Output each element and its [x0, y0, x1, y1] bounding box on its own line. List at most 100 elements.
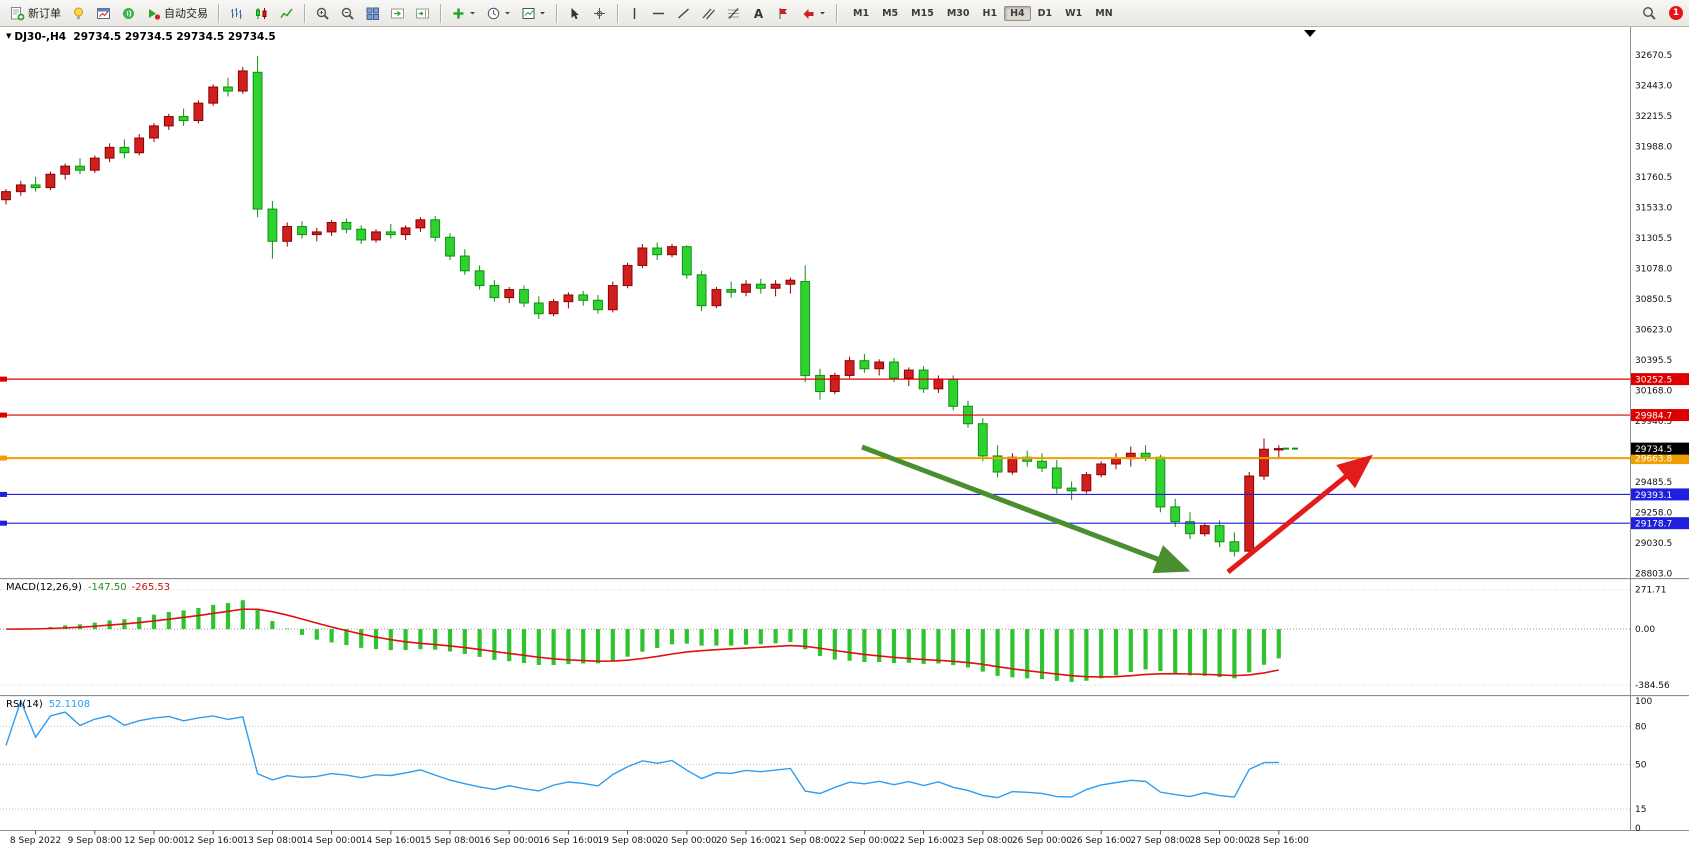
- tf-button-h4[interactable]: H4: [1004, 5, 1031, 21]
- tf-button-m5[interactable]: M5: [876, 6, 904, 21]
- candle: [385, 231, 396, 236]
- macd-name: MACD(12,26,9): [6, 582, 82, 593]
- vline-button[interactable]: [624, 3, 645, 24]
- broadcast-icon: [123, 7, 134, 19]
- candle: [1007, 456, 1018, 473]
- indicators-button[interactable]: [447, 3, 480, 24]
- crosshair-button[interactable]: [588, 3, 611, 24]
- line-chart-button[interactable]: [275, 3, 298, 24]
- price-tick-label: 29485.5: [1635, 478, 1672, 488]
- new-order-icon: [11, 6, 25, 20]
- candle: [445, 236, 455, 257]
- cursor-button[interactable]: [563, 3, 586, 24]
- candle: [696, 274, 707, 307]
- candle: [89, 157, 100, 171]
- candle: [1, 191, 11, 201]
- candle: [593, 299, 603, 311]
- chart-canvas[interactable]: 32670.5 32443.0 32215.5 31988.0 31760.5 31533…: [0, 27, 1689, 855]
- price-tick-label: 29940.5: [1635, 417, 1672, 427]
- tf-button-mn[interactable]: MN: [1089, 6, 1118, 21]
- search-button[interactable]: [1637, 2, 1661, 24]
- autotrading-button[interactable]: 自动交易: [142, 2, 212, 24]
- candle: [800, 281, 811, 376]
- tf-button-h1[interactable]: H1: [977, 6, 1004, 21]
- time-tick-label: 14 Sep 00:00: [302, 836, 362, 846]
- candle: [667, 246, 677, 256]
- bars-chart-button[interactable]: [225, 3, 248, 24]
- periods-button[interactable]: [482, 3, 515, 24]
- arrows-button[interactable]: [797, 3, 830, 24]
- autotrading-label: 自动交易: [164, 7, 208, 20]
- price-tick-label: 29258.0: [1635, 509, 1672, 519]
- candle: [104, 146, 115, 159]
- price-tick-label: 31533.0: [1635, 203, 1672, 213]
- candle: [770, 283, 781, 289]
- tf-button-m15[interactable]: M15: [905, 6, 940, 21]
- hline-button[interactable]: [647, 3, 670, 24]
- candle: [637, 247, 648, 266]
- chart-symbol-period: DJ30-,H4: [14, 31, 67, 43]
- tile-windows-button[interactable]: [361, 3, 384, 24]
- macd-main-value: -147.50: [87, 582, 127, 593]
- vertical-line-icon: [633, 7, 636, 19]
- candle: [652, 247, 663, 256]
- auto-scroll-button[interactable]: [386, 3, 409, 24]
- candle: [1259, 448, 1269, 477]
- candle: [459, 255, 470, 272]
- fibonacci-button[interactable]: [722, 3, 745, 24]
- symbol-marker-icon: ▼: [6, 32, 12, 40]
- macd-tick-label: 271.71: [1635, 586, 1667, 596]
- pivot-line-gold-anchor[interactable]: [0, 455, 7, 461]
- reversal-up-arrow[interactable]: [1226, 454, 1373, 574]
- notification-badge[interactable]: 1: [1669, 6, 1683, 20]
- chevron-down-icon: [820, 11, 825, 14]
- candle: [755, 283, 766, 289]
- toolbar-separator: [556, 3, 557, 23]
- candle: [400, 227, 411, 236]
- zoom-in-icon: [316, 7, 329, 20]
- candle: [874, 361, 885, 370]
- support-line-2-anchor[interactable]: [0, 520, 7, 526]
- candle: [519, 289, 529, 304]
- new-order-button[interactable]: 新订单: [6, 2, 65, 24]
- time-tick-label: 12 Sep 16:00: [183, 836, 243, 846]
- support-line-1-anchor[interactable]: [0, 491, 7, 497]
- chart-shift-button[interactable]: [411, 3, 434, 24]
- channel-button[interactable]: [697, 3, 720, 24]
- tf-button-w1[interactable]: W1: [1059, 6, 1088, 21]
- text-button[interactable]: A: [747, 3, 770, 24]
- tf-button-m1[interactable]: M1: [847, 6, 875, 21]
- tf-button-d1[interactable]: D1: [1032, 6, 1059, 21]
- candle: [622, 264, 633, 287]
- tf-button-m30[interactable]: M30: [941, 6, 976, 21]
- chevron-down-icon: [470, 11, 475, 14]
- price-badge: [1631, 452, 1689, 465]
- lightbulb-button[interactable]: [67, 3, 90, 24]
- time-tick-label: 28 Sep 16:00: [1249, 836, 1309, 846]
- time-tick-label: 16 Sep 16:00: [538, 836, 598, 846]
- broadcast-button[interactable]: [117, 3, 140, 24]
- resistance-line-2-anchor[interactable]: [0, 412, 7, 418]
- candle: [977, 423, 988, 457]
- chart-window-button[interactable]: [92, 3, 115, 24]
- zoom-in-button[interactable]: [311, 3, 334, 24]
- candle: [223, 86, 233, 92]
- time-tick-label: 22 Sep 00:00: [834, 836, 894, 846]
- rsi-line: [5, 698, 1279, 799]
- macd-tick-label: -384.56: [1635, 681, 1670, 691]
- resistance-line-1-anchor[interactable]: [0, 376, 7, 382]
- candle: [252, 71, 263, 210]
- bar-chart-icon: [231, 7, 242, 19]
- candles-chart-button[interactable]: [250, 3, 273, 24]
- trendline-button[interactable]: [672, 3, 695, 24]
- chart-shift-icon: [416, 8, 429, 18]
- templates-button[interactable]: [517, 3, 550, 24]
- rsi-tick-label: 100: [1635, 697, 1652, 707]
- price-tick-label: 31760.5: [1635, 173, 1672, 183]
- label-button[interactable]: [772, 3, 795, 24]
- candle: [163, 116, 174, 127]
- candle: [430, 219, 441, 238]
- zoom-out-button[interactable]: [336, 3, 359, 24]
- downtrend-arrow[interactable]: [861, 444, 1191, 574]
- price-tick-label: 30168.0: [1635, 386, 1672, 396]
